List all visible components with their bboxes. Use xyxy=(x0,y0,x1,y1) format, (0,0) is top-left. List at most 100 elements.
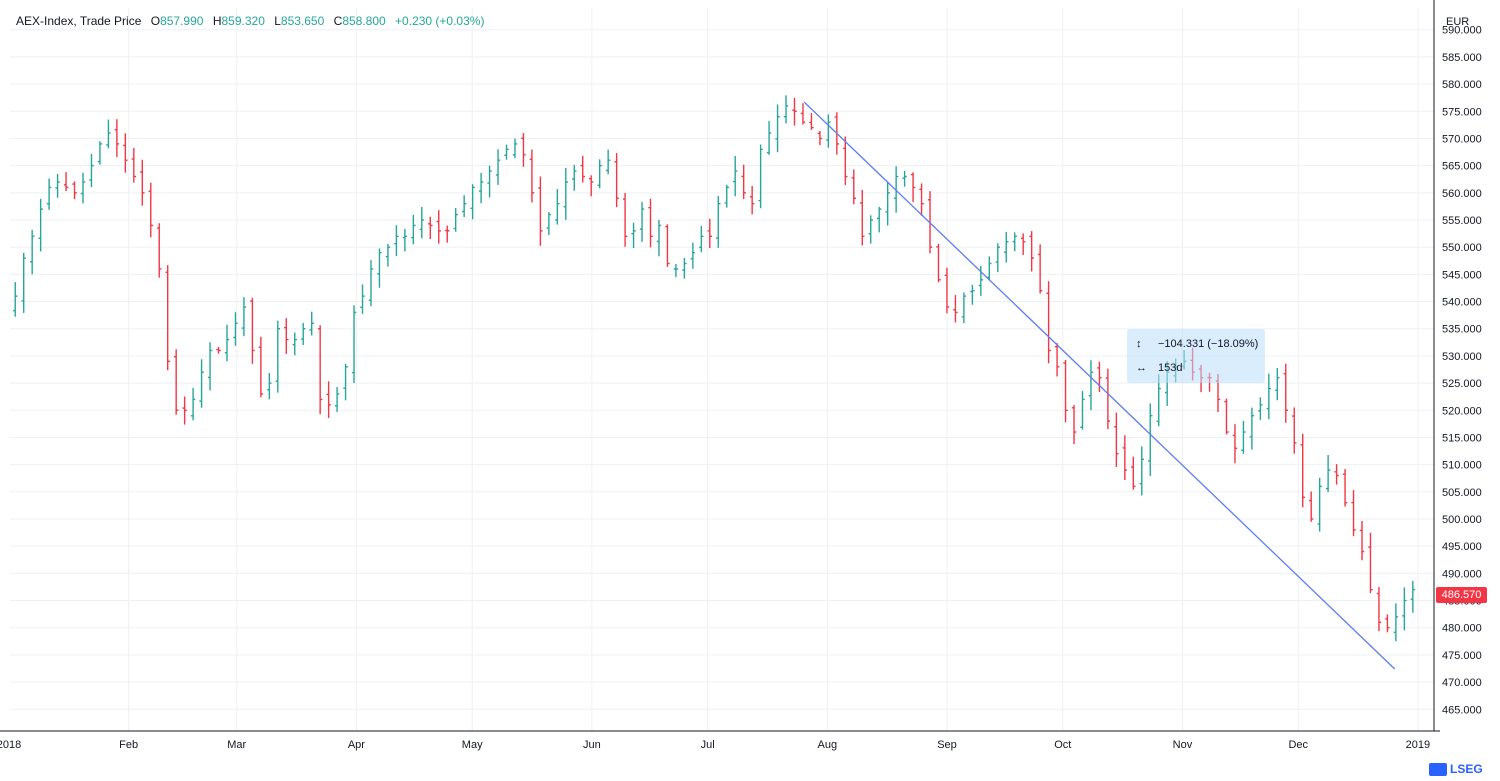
ohlc-bar xyxy=(665,224,670,267)
ohlc-bar xyxy=(555,189,560,225)
ohlc-bar xyxy=(783,95,789,124)
y-tick-label: 465.000 xyxy=(1442,704,1482,716)
y-tick-label: 490.000 xyxy=(1442,568,1482,580)
ohlc-bar xyxy=(1020,233,1026,255)
ohlc-bar xyxy=(707,218,712,249)
ohlc-bar xyxy=(876,206,882,233)
ohlc-bar xyxy=(699,225,704,253)
ohlc-bar xyxy=(1139,446,1144,496)
ohlc-bar xyxy=(1266,373,1272,420)
lseg-logo[interactable]: LSEG xyxy=(1429,762,1483,777)
ohlc-bar xyxy=(1300,433,1305,508)
ohlc-bar xyxy=(63,172,69,192)
ohlc-bar xyxy=(377,248,382,288)
y-tick-label: 505.000 xyxy=(1442,487,1482,499)
currency-label: EUR xyxy=(1446,16,1470,28)
y-tick-label: 510.000 xyxy=(1442,460,1482,472)
ohlc-bar xyxy=(1012,232,1017,252)
ohlc-bar xyxy=(1241,420,1246,454)
y-tick-label: 580.000 xyxy=(1442,79,1482,91)
ohlc-bar xyxy=(267,372,272,400)
ohlc-bar xyxy=(1393,603,1399,642)
ohlc-bar xyxy=(1258,397,1263,420)
ohlc-bar xyxy=(89,153,94,188)
ohlc-bar xyxy=(419,206,425,239)
y-tick-label: 515.000 xyxy=(1442,432,1482,444)
ohlc-bar xyxy=(428,216,433,240)
ohlc-bar xyxy=(775,104,780,153)
ohlc-bar xyxy=(936,243,941,283)
ohlc-bar xyxy=(343,363,348,401)
y-tick-label: 540.000 xyxy=(1442,297,1482,309)
ohlc-bar xyxy=(1114,412,1119,468)
trend-line-layer xyxy=(803,101,1396,670)
ohlc-bar xyxy=(885,181,890,226)
ohlc-bar xyxy=(360,284,365,314)
ohlc-bar xyxy=(546,211,552,236)
ohlc-bar xyxy=(199,359,204,408)
ohlc-bar xyxy=(1292,407,1297,454)
ohlc-bar xyxy=(173,349,179,415)
last-price-badge: 486.570 xyxy=(1436,587,1487,603)
ohlc-bar xyxy=(140,159,145,206)
ohlc-bar xyxy=(55,173,60,198)
y-tick-label: 560.000 xyxy=(1442,188,1482,200)
ohlc-bar xyxy=(461,195,467,218)
trend-line xyxy=(803,101,1396,670)
ohlc-bar xyxy=(529,149,535,203)
ohlc-bar xyxy=(131,148,137,183)
y-tick-label: 545.000 xyxy=(1442,269,1482,281)
ohlc-bar xyxy=(1122,435,1128,481)
ohlc-bar xyxy=(411,214,416,245)
y-tick-label: 585.000 xyxy=(1442,52,1482,64)
ohlc-bar xyxy=(758,144,763,209)
ohlc-bar xyxy=(961,292,967,324)
ohlc-bar xyxy=(673,264,679,278)
y-tick-label: 475.000 xyxy=(1442,650,1482,662)
ohlc-bar xyxy=(1148,403,1153,476)
ohlc-bar xyxy=(1308,491,1314,522)
ohlc-bar xyxy=(538,176,543,246)
measure-tooltip: ↕ −104.331 (−18.09%) ↔ 153d xyxy=(1127,329,1265,383)
ohlc-bar xyxy=(402,228,408,252)
ohlc-bar xyxy=(157,223,162,278)
ohlc-bar xyxy=(1368,532,1373,594)
ohlc-bar xyxy=(38,198,43,252)
ohlc-bar xyxy=(1080,391,1085,430)
ohlc-bar xyxy=(106,119,111,149)
ohlc-bar xyxy=(21,252,26,313)
ohlc-bar xyxy=(910,172,916,203)
ohlc-bar xyxy=(851,169,856,205)
y-tick-label: 555.000 xyxy=(1442,215,1482,227)
x-tick-label: Oct xyxy=(1054,739,1071,751)
ohlc-bar xyxy=(521,133,526,167)
ohlc-bar xyxy=(1088,360,1094,411)
ohlc-bar xyxy=(622,192,628,247)
ohlc-bar xyxy=(995,243,1000,273)
ohlc-bar xyxy=(648,198,653,248)
y-tick-label: 495.000 xyxy=(1442,541,1482,553)
ohlc-bar xyxy=(207,342,213,391)
legend-close-value: 858.800 xyxy=(342,14,386,28)
ohlc-bar xyxy=(1342,469,1348,507)
x-tick-label: Feb xyxy=(119,739,138,751)
ohlc-legend: AEX-Index, Trade Price O857.990 H859.320… xyxy=(16,14,490,28)
ohlc-bar xyxy=(563,167,569,220)
ohlc-bar xyxy=(301,322,306,345)
ohlc-bar xyxy=(512,138,518,159)
y-tick-label: 565.000 xyxy=(1442,161,1482,173)
ohlc-bar xyxy=(639,201,645,242)
x-tick-label: Aug xyxy=(818,739,838,751)
ohlc-bar xyxy=(1385,614,1390,633)
ohlc-bar xyxy=(241,297,247,337)
ohlc-bar xyxy=(656,220,662,257)
ohlc-bar xyxy=(1410,580,1416,613)
ohlc-bar xyxy=(1376,587,1382,632)
y-tick-label: 570.000 xyxy=(1442,133,1482,145)
x-tick-label: 2018 xyxy=(0,739,21,751)
axes: 590.000 585.000 580.000 575.000 570.000 565.0… xyxy=(0,0,1482,751)
ohlc-bar xyxy=(724,184,729,208)
ohlc-bar xyxy=(326,381,331,419)
